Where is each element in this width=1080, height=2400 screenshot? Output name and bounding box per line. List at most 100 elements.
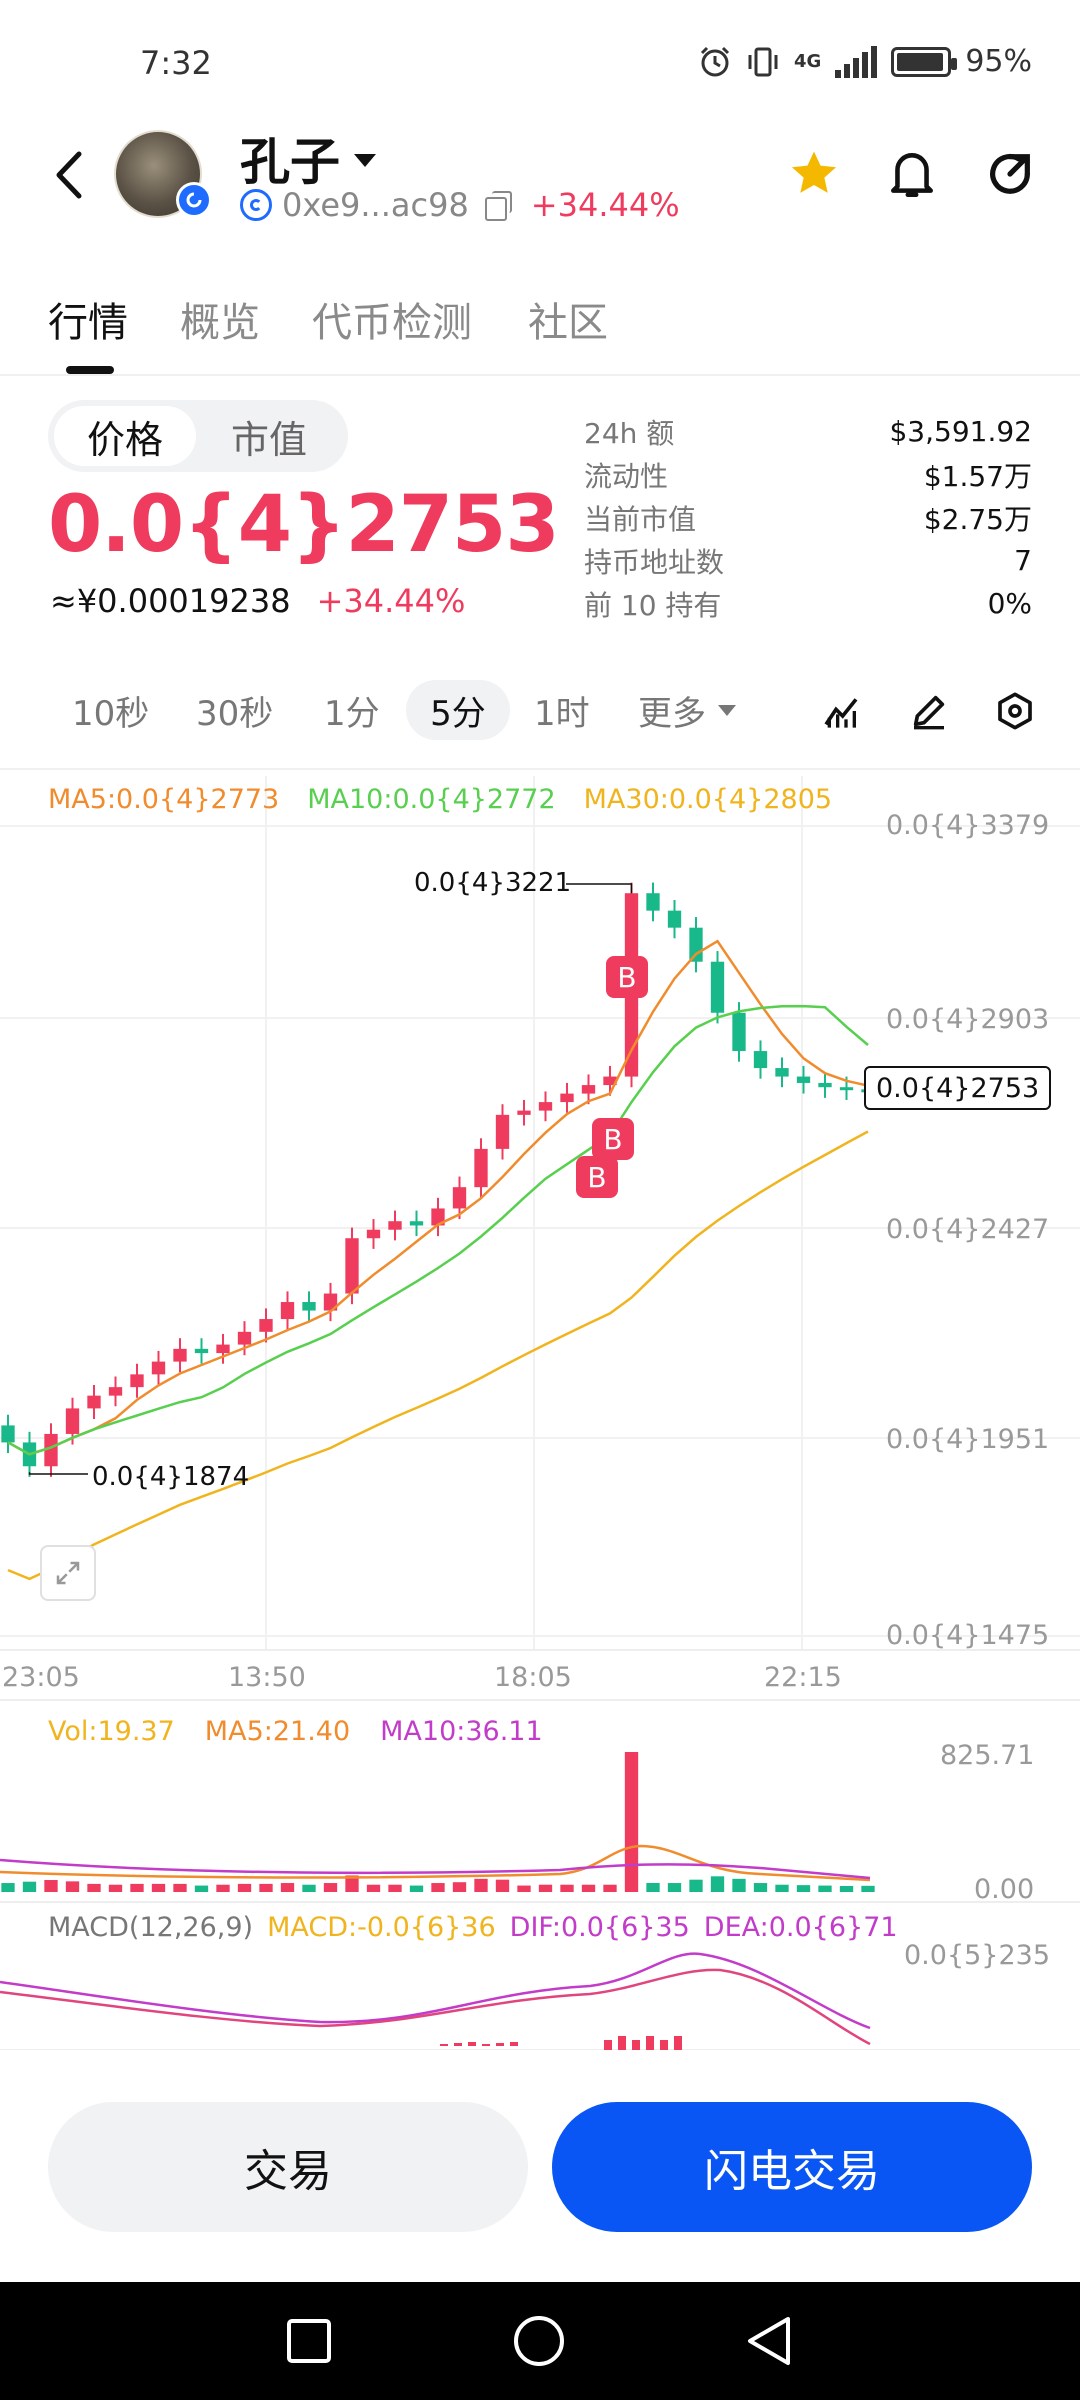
network-label: 4G xyxy=(794,51,822,72)
volume-bar xyxy=(409,1885,424,1892)
macd-histogram-bar xyxy=(618,2036,626,2050)
indicator-button[interactable] xyxy=(816,686,866,736)
volume-bar xyxy=(130,1883,144,1892)
x-tick-label: 18:05 xyxy=(494,1662,572,1693)
timeframe-5m[interactable]: 5分 xyxy=(406,680,510,740)
buy-marker[interactable]: B xyxy=(576,1156,618,1198)
chain-badge-icon xyxy=(176,182,212,218)
vol-label: Vol:19.37 xyxy=(48,1716,175,1747)
candle-body xyxy=(44,1433,58,1467)
candle-body xyxy=(151,1361,166,1375)
candle-body xyxy=(366,1229,381,1239)
volume-bar xyxy=(796,1885,811,1892)
stat-label: 当前市值 xyxy=(584,502,697,536)
macd-params: MACD(12,26,9) xyxy=(48,1912,254,1943)
volume-bar xyxy=(603,1884,617,1892)
candle-body xyxy=(538,1102,553,1111)
trade-button[interactable]: 交易 xyxy=(48,2102,528,2232)
candle-body xyxy=(732,1012,746,1052)
ma-legend: MA5:0.0{4}2773 MA10:0.0{4}2772 MA30:0.0{… xyxy=(48,784,832,815)
x-tick-label: 22:15 xyxy=(764,1662,842,1693)
low-leader-line xyxy=(28,1472,88,1475)
candle-body xyxy=(108,1387,123,1396)
volume-bar xyxy=(538,1884,553,1892)
timeframe-more[interactable]: 更多 xyxy=(638,680,736,740)
vibrate-icon xyxy=(748,47,778,76)
back-button[interactable] xyxy=(40,140,96,210)
favorite-button[interactable] xyxy=(784,144,844,204)
candle-body xyxy=(710,961,725,1013)
low-price-label: 0.0{4}1874 xyxy=(92,1462,250,1492)
timeframe-1m[interactable]: 1分 xyxy=(324,693,380,734)
token-name-dropdown[interactable]: 孔子 xyxy=(240,122,376,194)
high-leader-line xyxy=(566,883,633,894)
candle-body xyxy=(796,1076,811,1083)
macd-histogram-bar xyxy=(454,2043,462,2046)
copy-icon[interactable] xyxy=(484,191,512,221)
ma10-line xyxy=(7,1004,869,1456)
current-price-tag: 0.0{4}2753 xyxy=(864,1066,1052,1110)
volume-bar xyxy=(710,1876,725,1892)
triangle-back-icon xyxy=(748,2317,790,2365)
volume-bar xyxy=(108,1884,123,1892)
timeframe-30s[interactable]: 30秒 xyxy=(196,693,274,734)
volume-bar xyxy=(646,1882,660,1892)
circle-icon xyxy=(514,2316,564,2366)
tab-community[interactable]: 社区 xyxy=(528,300,608,346)
candle-body xyxy=(409,1221,424,1226)
bell-icon xyxy=(891,153,933,198)
timeframe-1h[interactable]: 1时 xyxy=(534,693,590,734)
macd-histogram-bar xyxy=(496,2043,504,2046)
toggle-market-cap[interactable]: 市值 xyxy=(230,417,307,462)
volume-bar xyxy=(689,1879,703,1892)
candle-body xyxy=(667,910,682,928)
dif-line xyxy=(0,1968,871,2046)
back-nav-button[interactable] xyxy=(736,2308,802,2374)
token-name: 孔子 xyxy=(240,133,340,191)
status-time: 7:32 xyxy=(140,44,212,82)
candle-body xyxy=(323,1293,338,1311)
ma5-line xyxy=(7,939,869,1456)
tab-market[interactable]: 行情 xyxy=(48,300,128,346)
candle-body xyxy=(173,1348,187,1362)
candle-body xyxy=(431,1208,445,1226)
volume-bar xyxy=(366,1884,381,1892)
macd-histogram-bar xyxy=(604,2040,612,2050)
volume-min-label: 0.00 xyxy=(974,1874,1035,1905)
tab-token-check[interactable]: 代币检测 xyxy=(312,300,472,346)
y-tick-label: 0.0{4}2903 xyxy=(886,1004,1050,1035)
candle-body xyxy=(216,1344,230,1354)
flash-trade-button[interactable]: 闪电交易 xyxy=(552,2102,1032,2232)
volume-bar xyxy=(581,1884,596,1892)
volume-bar xyxy=(839,1885,854,1892)
volume-bar xyxy=(495,1879,510,1892)
volume-bar xyxy=(302,1884,316,1892)
buy-marker[interactable]: B xyxy=(606,956,648,998)
recents-button[interactable] xyxy=(276,2308,342,2374)
candlestick-chart[interactable] xyxy=(0,770,1080,2050)
home-button[interactable] xyxy=(506,2308,572,2374)
toggle-price[interactable]: 价格 xyxy=(54,406,196,466)
timeframe-10s[interactable]: 10秒 xyxy=(72,693,150,734)
alert-button[interactable] xyxy=(882,144,942,204)
chart-settings-button[interactable] xyxy=(990,686,1040,736)
volume-bar xyxy=(388,1884,402,1892)
draw-button[interactable] xyxy=(904,686,954,736)
macd-histogram-bar xyxy=(632,2040,640,2050)
share-button[interactable] xyxy=(980,144,1040,204)
volume-bar xyxy=(259,1883,273,1892)
volume-bar xyxy=(151,1883,166,1892)
macd-histogram-bar xyxy=(440,2044,448,2046)
candle-body xyxy=(603,1076,617,1086)
stats-panel: 24h 额 $3,591.92 流动性 $1.57万 当前市值 $2.75万 持币地址… xyxy=(584,410,1032,625)
fullscreen-button[interactable] xyxy=(40,1545,96,1601)
tab-overview[interactable]: 概览 xyxy=(180,300,260,346)
high-price-label: 0.0{4}3221 xyxy=(414,868,572,898)
candle-body xyxy=(302,1302,316,1311)
volume-bar xyxy=(474,1878,488,1892)
candle-body xyxy=(753,1051,768,1069)
buy-marker[interactable]: B xyxy=(592,1118,634,1160)
macd-histogram-bar xyxy=(674,2036,682,2050)
current-price: 0.0{4}2753 xyxy=(48,480,560,570)
system-nav-bar xyxy=(0,2282,1080,2400)
